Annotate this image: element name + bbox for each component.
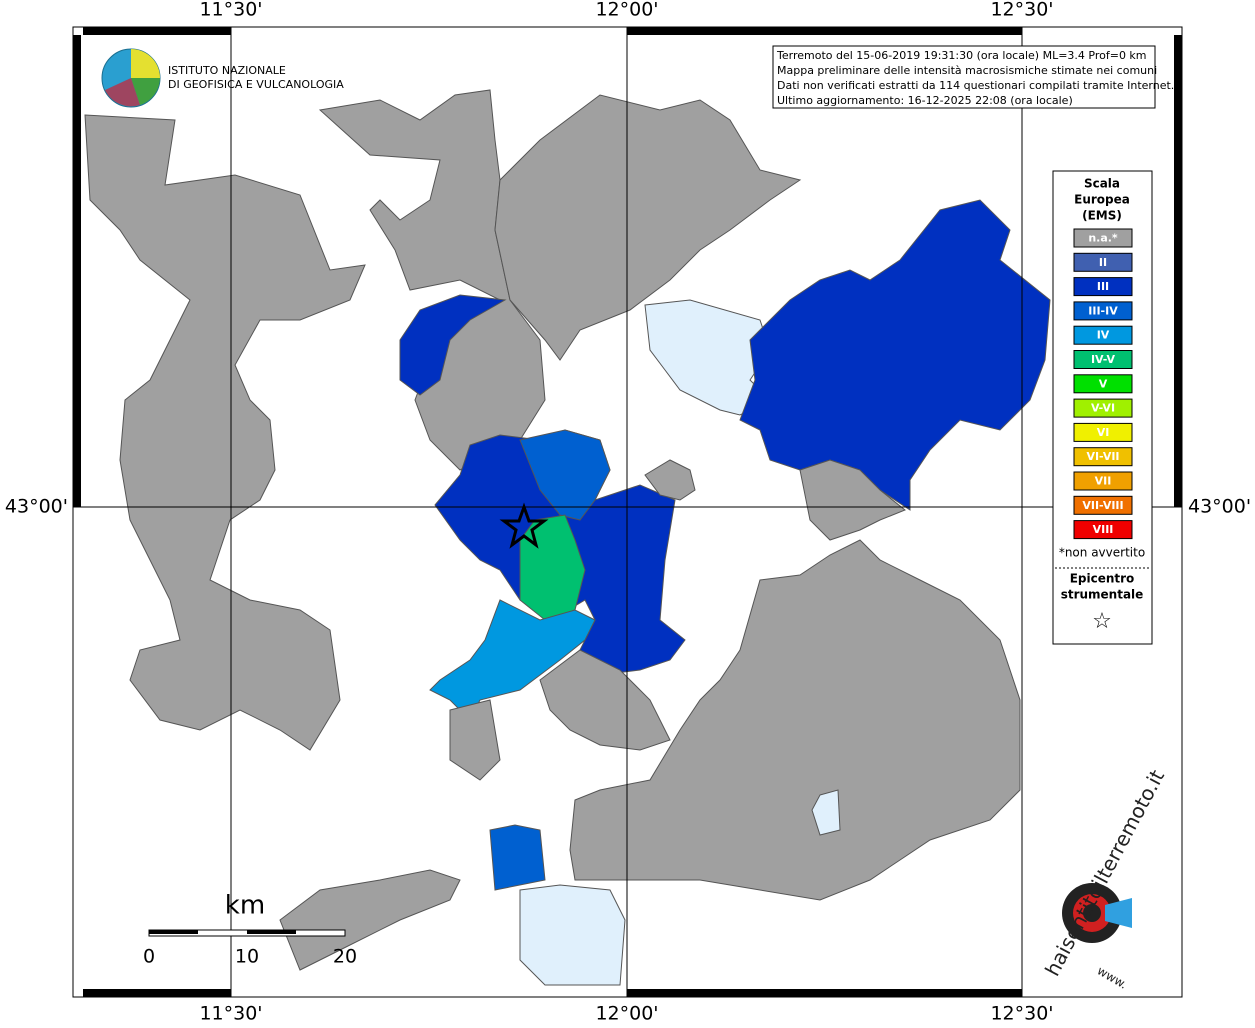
scale-tick: 0 [143, 946, 155, 968]
legend-swatch [1073, 325, 1133, 345]
legend-label: III [1097, 280, 1109, 293]
legend-label: VI [1097, 426, 1110, 439]
legend-note: *non avvertito [1059, 546, 1145, 560]
legend-swatch [1073, 422, 1133, 442]
institute-name: DI GEOFISICA E VULCANOLOGIA [168, 78, 344, 91]
info-line: Terremoto del 15-06-2019 19:31:30 (ora l… [776, 49, 1147, 62]
legend-label: VII [1095, 475, 1112, 488]
lon-label: 11°30' [199, 0, 262, 21]
ingv-logo: ISTITUTO NAZIONALE DI GEOFISICA E VULCAN… [101, 48, 344, 108]
scale-tick: 10 [235, 946, 259, 968]
epicenter-star [499, 502, 549, 549]
legend-swatch [1073, 520, 1133, 540]
info-line: Dati non verificati estratti da 114 ques… [777, 79, 1174, 92]
lon-label: 11°30' [199, 1003, 262, 1025]
legend-title: Scala [1084, 177, 1120, 191]
legend-label: VII-VIII [1082, 499, 1123, 512]
legend-swatch [1073, 228, 1133, 248]
lat-label: 43°00' [5, 496, 68, 518]
legend-swatch [1073, 471, 1133, 491]
legend-title: (EMS) [1082, 209, 1122, 223]
scale-bar: km 0 10 20 [143, 891, 357, 968]
graticule [73, 27, 1182, 997]
legend-epicenter: strumentale [1061, 588, 1144, 602]
legend-label: VIII [1093, 523, 1114, 536]
legend-label: n.a.* [1088, 232, 1118, 245]
legend-label: VI-VII [1086, 450, 1119, 463]
regions [84, 89, 1051, 986]
legend-label: V [1099, 377, 1108, 390]
legend-swatch [1073, 374, 1133, 394]
legend-swatch [1073, 447, 1133, 467]
legend-label: II [1099, 256, 1107, 269]
frame-border [73, 27, 1182, 997]
legend-swatch [1073, 277, 1133, 297]
scale-unit: km [225, 891, 265, 921]
legend-label: III-IV [1088, 304, 1118, 317]
lon-label: 12°00' [595, 0, 658, 21]
lon-label: 12°30' [990, 0, 1053, 21]
info-box [772, 45, 1156, 109]
legend-swatch [1073, 301, 1133, 321]
info-text: Terremoto del 15-06-2019 19:31:30 (ora l… [776, 49, 1174, 107]
lat-label: 43°00' [1188, 496, 1251, 518]
legend: ScalaEuropea(EMS)n.a.*IIIIIIII-IVIVIV-VV… [1055, 177, 1150, 634]
legend-swatch [1073, 398, 1133, 418]
legend-title: Europea [1074, 193, 1130, 207]
info-line: Mappa preliminare delle intensità macros… [777, 64, 1157, 77]
legend-swatch [1073, 350, 1133, 369]
institute-name: ISTITUTO NAZIONALE [168, 64, 286, 77]
legend-label: IV [1097, 329, 1110, 342]
info-line: Ultimo aggiornamento: 16-12-2025 22:08 (… [777, 94, 1073, 107]
legend-swatch [1073, 252, 1133, 272]
legend-epicenter: Epicentro [1070, 572, 1135, 586]
legend-symbol: ☆ [1092, 609, 1112, 634]
legend-label: IV-V [1091, 353, 1116, 366]
lon-label: 12°00' [595, 1003, 658, 1025]
lon-label: 12°30' [990, 1003, 1053, 1025]
legend-swatch [1073, 495, 1133, 515]
legend-label: V-VI [1091, 402, 1115, 415]
scale-tick: 20 [333, 946, 357, 968]
